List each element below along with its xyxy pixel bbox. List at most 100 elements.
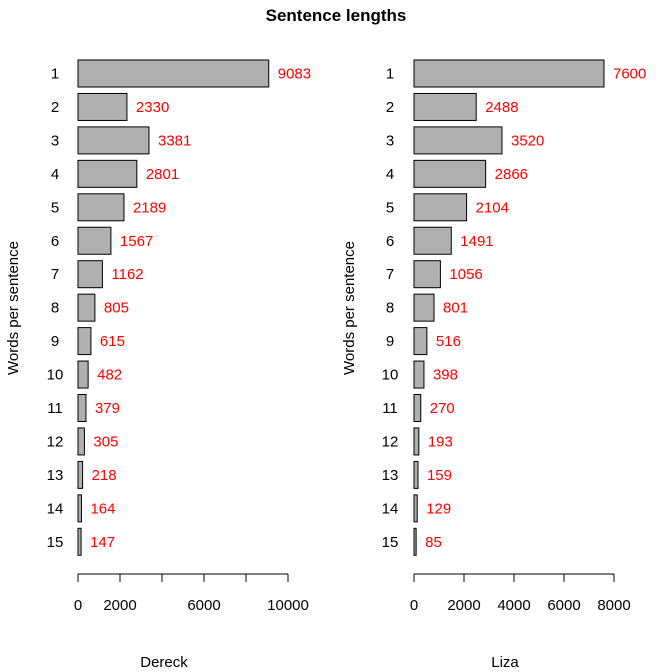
bar-panel-1-2 — [77, 92, 128, 121]
bar-panel-1-12 — [77, 427, 85, 456]
category-label-panel-2-1: 1 — [386, 66, 394, 83]
category-label-panel-1-7: 7 — [51, 266, 59, 283]
bar-panel-2-4 — [413, 159, 487, 188]
xlabel-panel-1: Dereck — [140, 654, 188, 671]
category-label-panel-2-15: 15 — [382, 534, 399, 551]
x-tick-label-panel-1-0: 0 — [74, 597, 82, 614]
data-label-panel-2-11: 270 — [430, 400, 455, 417]
bar-panel-2-7 — [413, 260, 441, 289]
category-label-panel-1-11: 11 — [47, 400, 63, 417]
category-label-panel-1-9: 9 — [51, 333, 59, 350]
data-label-panel-1-11: 379 — [95, 400, 120, 417]
category-label-panel-1-12: 12 — [47, 433, 64, 450]
category-label-panel-2-13: 13 — [382, 467, 399, 484]
data-label-panel-2-14: 129 — [426, 500, 451, 517]
data-label-panel-1-2: 2330 — [136, 99, 169, 116]
ylabel-panel-1: Words per sentence — [5, 241, 22, 375]
bar-panel-1-13 — [77, 460, 84, 489]
data-label-panel-1-10: 482 — [97, 367, 122, 384]
bar-panel-2-9 — [413, 327, 428, 356]
category-label-panel-1-4: 4 — [51, 166, 59, 183]
data-label-panel-2-10: 398 — [433, 367, 458, 384]
bar-panel-2-6 — [413, 226, 452, 255]
bar-panel-1-15 — [77, 527, 82, 556]
category-label-panel-1-13: 13 — [47, 467, 64, 484]
bar-panel-1-8 — [77, 293, 96, 322]
category-label-panel-1-2: 2 — [51, 99, 59, 116]
data-label-panel-1-1: 9083 — [278, 66, 311, 83]
bar-panel-1-3 — [77, 126, 150, 155]
bar-panel-2-12 — [413, 427, 420, 456]
category-label-panel-1-1: 1 — [51, 66, 59, 83]
bar-panel-2-1 — [413, 59, 605, 88]
bar-panel-1-11 — [77, 394, 87, 422]
data-label-panel-1-9: 615 — [100, 333, 125, 350]
category-label-panel-2-14: 14 — [382, 500, 399, 517]
bar-panel-1-10 — [77, 360, 89, 389]
data-label-panel-2-15: 85 — [425, 534, 442, 551]
xlabel-panel-2: Liza — [491, 654, 519, 671]
data-label-panel-1-7: 1162 — [111, 266, 143, 283]
data-label-panel-1-4: 2801 — [146, 166, 179, 183]
data-label-panel-2-7: 1056 — [449, 266, 482, 283]
category-label-panel-2-6: 6 — [386, 233, 394, 250]
data-label-panel-2-8: 801 — [443, 300, 468, 317]
category-label-panel-1-6: 6 — [51, 233, 59, 250]
category-label-panel-2-4: 4 — [386, 166, 394, 183]
category-label-panel-2-3: 3 — [386, 132, 394, 149]
bar-panel-2-2 — [413, 92, 477, 121]
data-label-panel-2-9: 516 — [436, 333, 461, 350]
category-label-panel-1-14: 14 — [47, 500, 64, 517]
x-tick-label-panel-2-2000: 2000 — [447, 597, 480, 614]
ylabel-panel-2: Words per sentence — [341, 241, 358, 375]
data-label-panel-2-5: 2104 — [476, 199, 509, 216]
bar-panel-2-13 — [413, 460, 419, 489]
bar-panel-1-5 — [77, 193, 125, 222]
data-label-panel-1-15: 147 — [90, 534, 115, 551]
data-label-panel-2-13: 159 — [427, 467, 452, 484]
category-label-panel-1-3: 3 — [51, 132, 59, 149]
data-label-panel-2-6: 1491 — [460, 233, 493, 250]
x-tick-label-panel-2-8000: 8000 — [597, 597, 630, 614]
chart-title: Sentence lengths — [266, 6, 407, 25]
category-label-panel-2-7: 7 — [386, 266, 394, 283]
x-tick-label-panel-2-4000: 4000 — [497, 597, 530, 614]
data-label-panel-1-5: 2189 — [133, 199, 166, 216]
bar-panel-1-14 — [77, 494, 82, 523]
category-label-panel-1-10: 10 — [47, 367, 64, 384]
category-label-panel-1-8: 8 — [51, 300, 59, 317]
category-label-panel-2-2: 2 — [386, 99, 394, 116]
category-label-panel-2-11: 11 — [382, 400, 398, 417]
data-label-panel-2-2: 2488 — [485, 99, 518, 116]
bar-panel-2-8 — [413, 293, 435, 322]
x-tick-label-panel-2-0: 0 — [410, 597, 418, 614]
bar-panel-2-11 — [413, 394, 422, 422]
category-label-panel-2-10: 10 — [382, 367, 399, 384]
data-label-panel-1-12: 305 — [93, 433, 118, 450]
bar-panel-1-1 — [77, 59, 270, 88]
bar-panel-2-3 — [413, 126, 503, 155]
category-label-panel-2-12: 12 — [382, 433, 399, 450]
data-label-panel-1-13: 218 — [92, 467, 117, 484]
x-tick-label-panel-2-6000: 6000 — [547, 597, 580, 614]
bar-panel-2-5 — [413, 193, 468, 222]
category-label-panel-2-5: 5 — [386, 199, 394, 216]
category-label-panel-1-5: 5 — [51, 199, 59, 216]
x-tick-label-panel-1-6000: 6000 — [187, 597, 220, 614]
data-label-panel-2-1: 7600 — [613, 66, 646, 83]
data-label-panel-1-6: 1567 — [120, 233, 153, 250]
data-label-panel-2-4: 2866 — [495, 166, 528, 183]
bar-panel-2-15 — [413, 527, 417, 556]
bar-panel-2-14 — [413, 494, 418, 523]
data-label-panel-1-3: 3381 — [158, 132, 191, 149]
data-label-panel-2-3: 3520 — [511, 132, 544, 149]
data-label-panel-2-12: 193 — [428, 433, 453, 450]
x-tick-label-panel-1-2000: 2000 — [103, 597, 136, 614]
bar-panel-1-4 — [77, 159, 138, 188]
bar-panel-2-10 — [413, 360, 425, 389]
category-label-panel-1-15: 15 — [47, 534, 64, 551]
bar-panel-1-7 — [77, 260, 103, 289]
data-label-panel-1-8: 805 — [104, 300, 129, 317]
category-label-panel-2-8: 8 — [386, 300, 394, 317]
